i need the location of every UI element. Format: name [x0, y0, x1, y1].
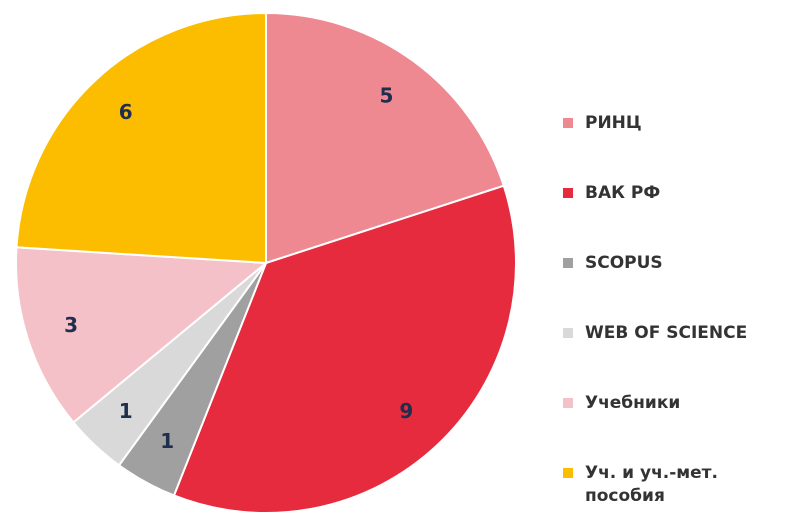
legend-swatch — [563, 328, 573, 338]
legend-label: ВАК РФ — [585, 183, 661, 203]
legend-swatch — [563, 258, 573, 268]
legend-swatch — [563, 188, 573, 198]
legend-item: РИНЦ — [563, 112, 811, 135]
legend-swatch — [563, 398, 573, 408]
data-label: 9 — [399, 399, 413, 423]
data-label: 6 — [119, 100, 133, 124]
legend-swatch — [563, 118, 573, 128]
pie-slice — [172, 184, 517, 514]
legend-swatch — [563, 468, 573, 478]
pie-slice — [15, 11, 267, 265]
legend-item: Уч. и уч.-мет. пособия — [563, 462, 775, 508]
legend-item: Учебники — [563, 392, 811, 415]
data-label: 1 — [119, 399, 133, 423]
legend-item: ВАК РФ — [563, 182, 811, 205]
data-label: 1 — [160, 429, 174, 453]
legend-item: WEB OF SCIENCE — [563, 322, 811, 345]
data-label: 3 — [64, 313, 78, 337]
legend-item: SCOPUS — [563, 252, 811, 275]
legend-label: SCOPUS — [585, 253, 663, 273]
legend-label: Учебники — [585, 393, 681, 413]
legend-label: WEB OF SCIENCE — [585, 323, 748, 343]
legend-label: Уч. и уч.-мет. пособия — [585, 463, 718, 506]
data-label: 5 — [380, 84, 394, 108]
pie-slice — [15, 246, 269, 424]
pie-slice — [265, 11, 506, 265]
legend-label: РИНЦ — [585, 113, 642, 133]
